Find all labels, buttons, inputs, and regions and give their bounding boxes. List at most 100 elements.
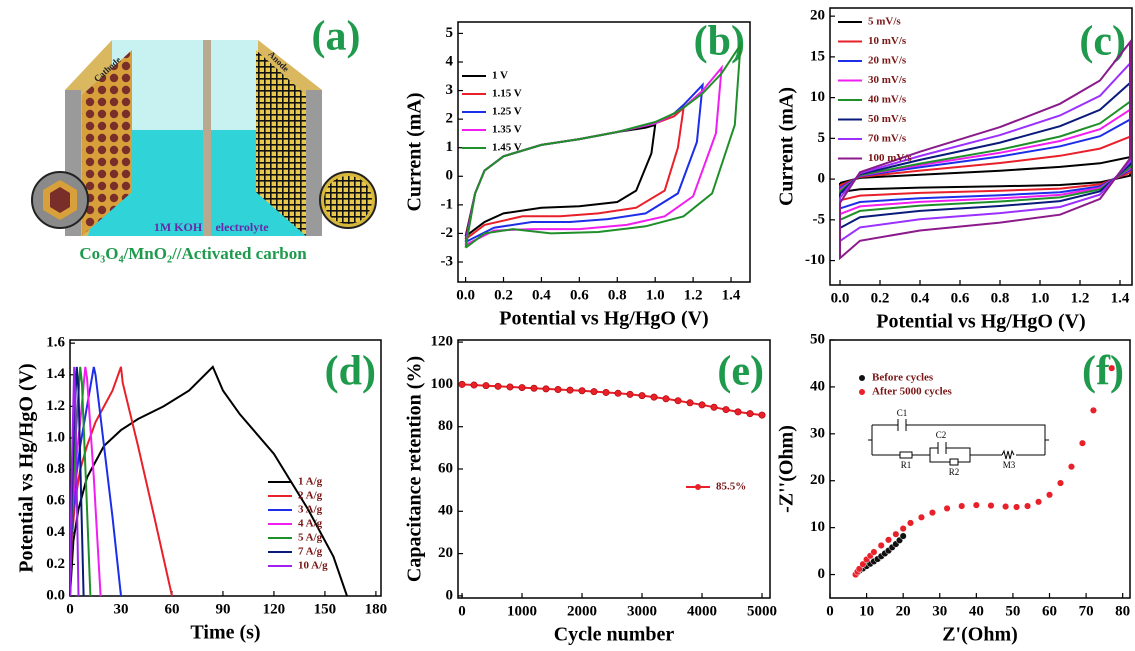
data-point [531,385,537,391]
legend-marker [859,389,865,395]
data-point [929,509,936,516]
x-axis-label: Potential vs Hg/HgO (V) [876,311,1085,333]
y-axis-label: Current (mA) [776,87,798,206]
y-tick-label: -5 [813,211,826,227]
x-tick-label: 5000 [747,603,777,619]
x-tick-label: 0 [66,601,74,617]
data-point [651,394,657,400]
y-tick-label: 10 [810,89,825,105]
legend-label: 3 A/g [298,504,323,516]
data-point [687,400,693,406]
x-tick-label: 1.0 [646,287,665,303]
data-point [567,387,573,393]
legend-label: 85.5% [716,481,746,493]
x-axis-label: Potential vs Hg/HgO (V) [499,308,708,330]
x-axis-label: Cycle number [554,624,675,646]
x-tick-label: 40 [969,603,984,619]
y-axis-label: Capacitance retention (%) [404,356,426,582]
x-tick-label: 50 [1005,603,1020,619]
data-point [1068,463,1075,470]
data-point [1090,407,1097,414]
legend-label: 4 A/g [298,518,323,530]
data-point [944,505,951,512]
x-tick-label: 0.4 [532,287,551,303]
data-point [1046,492,1053,499]
data-point [735,409,741,415]
legend-label: 50 mV/s [868,113,907,125]
y-tick-label: 5 [446,25,454,41]
x-tick-label: 180 [365,601,388,617]
x-tick-label: 80 [1115,603,1130,619]
y-tick-label: 30 [810,425,825,441]
y-tick-label: -1 [441,196,454,212]
data-point [603,389,609,395]
circuit-label: R1 [901,460,912,470]
x-tick-label: 30 [932,603,947,619]
circuit-label: C2 [936,430,947,440]
y-tick-label: 1.6 [46,335,65,351]
data-point [459,381,465,387]
x-tick-label: 4000 [687,603,717,619]
x-tick-label: 10 [859,603,874,619]
data-point [615,390,621,396]
data-point [1024,503,1031,510]
illustration: (a) Cathode Anode 1M KOH electrolyte Co₃… [32,14,376,263]
legend-label: 10 mV/s [868,35,907,47]
y-axis-label: -Z''(Ohm) [776,425,798,513]
x-tick-label: 1.2 [1071,290,1090,306]
data-point [759,412,765,418]
x-tick-label: 0.8 [991,290,1010,306]
data-point [1002,503,1009,510]
x-tick-label: 0 [458,603,466,619]
x-tick-label: 0.0 [456,287,475,303]
x-tick-label: 20 [896,603,911,619]
element-m3 [1002,451,1014,459]
data-point [483,382,489,388]
x-tick-label: 0.6 [951,290,970,306]
data-point [918,514,925,521]
legend-label: 1.25 V [492,106,522,118]
data-point [639,392,645,398]
legend-label: 7 A/g [298,546,323,558]
legend-label: 1.45 V [492,142,522,154]
data-point [907,520,914,527]
circuit-label: C1 [897,408,908,418]
circuit [868,419,1049,465]
x-tick-label: 2000 [567,603,597,619]
y-tick-label: 40 [810,378,825,394]
x-tick-label: 30 [113,601,128,617]
electrolyte-label: electrolyte [215,220,269,234]
panel-label: (a) [312,14,361,60]
y-tick-label: 10 [810,519,825,535]
data-point [1108,365,1115,372]
legend-label: 1.15 V [492,88,522,100]
data-point [555,386,561,392]
panel-label: (d) [325,349,376,395]
data-point [871,549,878,556]
data-point [675,397,681,403]
x-tick-label: 3000 [627,603,657,619]
x-tick-label: 150 [314,601,337,617]
y-tick-label: 2 [446,111,454,127]
data-point [878,542,885,549]
y-tick-label: 120 [431,334,454,350]
legend-label: 40 mV/s [868,94,907,106]
legend-marker [859,375,865,381]
circuit-label: R2 [949,467,960,477]
data-point [1079,440,1086,447]
data-point [723,406,729,412]
y-axis-label: Current (mA) [404,92,426,211]
anode-particle-mesh [324,176,372,224]
panel: 020406080100120010002000300040005000Cycl… [404,334,777,646]
data-point [1035,499,1042,506]
data-point [711,404,717,410]
y-tick-label: 4 [446,53,454,69]
x-axis-label: Z'(Ohm) [942,624,1018,646]
data-point [579,388,585,394]
legend-label: 5 A/g [298,532,323,544]
data-point [591,388,597,394]
legend-marker [695,484,701,490]
data-point [885,537,892,544]
legend-label: 70 mV/s [868,133,907,145]
y-tick-label: -2 [441,225,454,241]
